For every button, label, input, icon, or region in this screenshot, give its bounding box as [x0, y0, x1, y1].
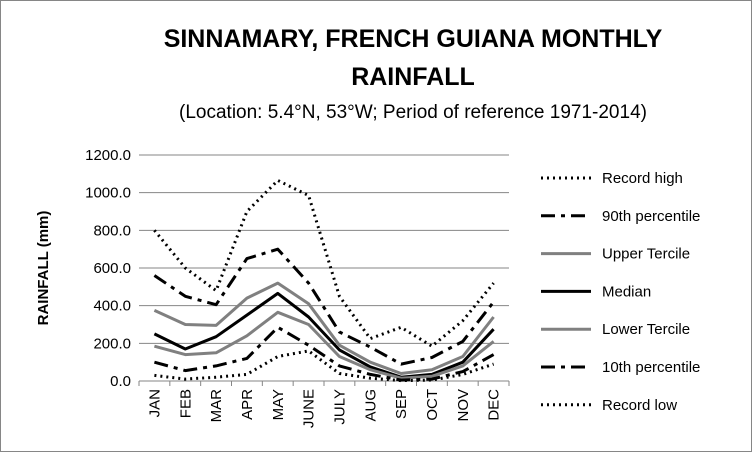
y-tick-label: 1000.0 [85, 185, 131, 202]
series-line-upper-tercile [153, 281, 495, 375]
series-line-record-high [153, 178, 495, 348]
y-tick-label: 400.0 [93, 298, 131, 315]
x-tick-label: JULY [331, 389, 348, 425]
x-tick-label: NOV [455, 389, 472, 422]
x-tick-label: JUNE [301, 389, 318, 428]
x-tick-label: AUG [362, 389, 379, 422]
legend-label: Record low [602, 397, 677, 414]
x-tick-label: SEP [393, 389, 410, 419]
chart-subtitle: (Location: 5.4°N, 53°W; Period of refere… [179, 102, 647, 123]
x-tick-label: DEC [486, 389, 503, 421]
legend-label: Record high [602, 170, 683, 187]
x-tick-label: OCT [424, 389, 441, 421]
x-tick-label: FEB [177, 389, 194, 418]
y-tick-label: 200.0 [93, 335, 131, 352]
chart-title-line2: RAINFALL [351, 63, 475, 91]
series-line-10th-percentile [154, 325, 495, 382]
legend: Record high 90th percentile Upper Tercile M… [541, 170, 700, 414]
legend-label: Median [602, 283, 651, 300]
plot-area: 0.0 200.0 400.0 600.0 800.0 1000.0 1200.0 JAN FE… [85, 147, 510, 428]
y-tick-label: 600.0 [93, 260, 131, 277]
y-tick-label: 1200.0 [85, 147, 131, 164]
y-axis-title: RAINFALL (mm) [35, 211, 52, 326]
legend-label: Lower Tercile [602, 321, 690, 338]
x-tick-label: JAN [146, 389, 163, 417]
y-tick-label: 0.0 [110, 373, 131, 390]
y-tick-label: 800.0 [93, 222, 131, 239]
chart-title-line1: SINNAMARY, FRENCH GUIANA MONTHLY [164, 25, 663, 53]
series-line-median [153, 291, 495, 379]
legend-label: Upper Tercile [602, 246, 690, 263]
series-line-lower-tercile [154, 310, 495, 380]
x-tick-label: MAY [270, 389, 287, 420]
legend-label: 10th percentile [602, 359, 700, 376]
x-tick-label: MAR [208, 389, 225, 423]
x-tick-label: APR [239, 389, 256, 420]
series-line-90th-percentile [153, 247, 495, 366]
legend-label: 90th percentile [602, 208, 700, 225]
